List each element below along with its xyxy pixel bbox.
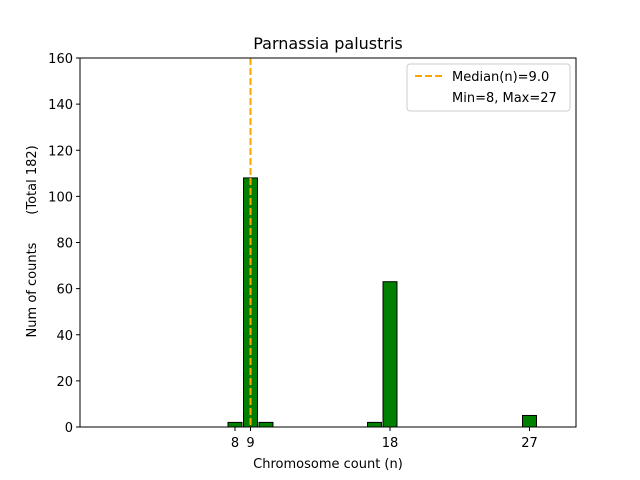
bar-n10 [258, 421, 274, 428]
y-tick-label: 100 [48, 190, 73, 205]
y-tick-label: 0 [65, 421, 73, 436]
bar-n8 [227, 421, 243, 428]
legend: Median(n)=9.0 Min=8, Max=27 [406, 63, 571, 112]
y-tick-label: 60 [56, 283, 73, 298]
y-tick-label: 140 [48, 98, 73, 113]
bar-n18 [382, 281, 398, 428]
y-tick-label: 120 [48, 144, 73, 159]
y-axis-total-label: (Total 182) [25, 145, 40, 214]
x-tick-label: 9 [246, 436, 254, 451]
y-tick-label: 160 [48, 52, 73, 67]
y-axis: 0 20 40 60 80 100 120 140 160 [48, 52, 80, 436]
bar-n17 [367, 421, 382, 428]
y-tick-label: 20 [56, 375, 73, 390]
y-axis-label: Num of counts [25, 242, 40, 337]
legend-box [406, 63, 571, 112]
legend-minmax-label: Min=8, Max=27 [452, 91, 557, 106]
legend-median-label: Median(n)=9.0 [452, 70, 549, 85]
x-tick-label: 8 [231, 436, 239, 451]
x-axis: 8 9 18 27 [231, 427, 538, 451]
y-tick-label: 80 [56, 237, 73, 252]
plot-area [211, 58, 561, 428]
x-tick-label: 18 [382, 436, 399, 451]
x-tick-label: 27 [521, 436, 538, 451]
plot-frame [79, 57, 577, 428]
bar-n27 [522, 414, 537, 428]
chart-title: Parnassia palustris [253, 34, 403, 53]
x-axis-label: Chromosome count (n) [253, 457, 403, 472]
y-tick-label: 40 [56, 329, 73, 344]
